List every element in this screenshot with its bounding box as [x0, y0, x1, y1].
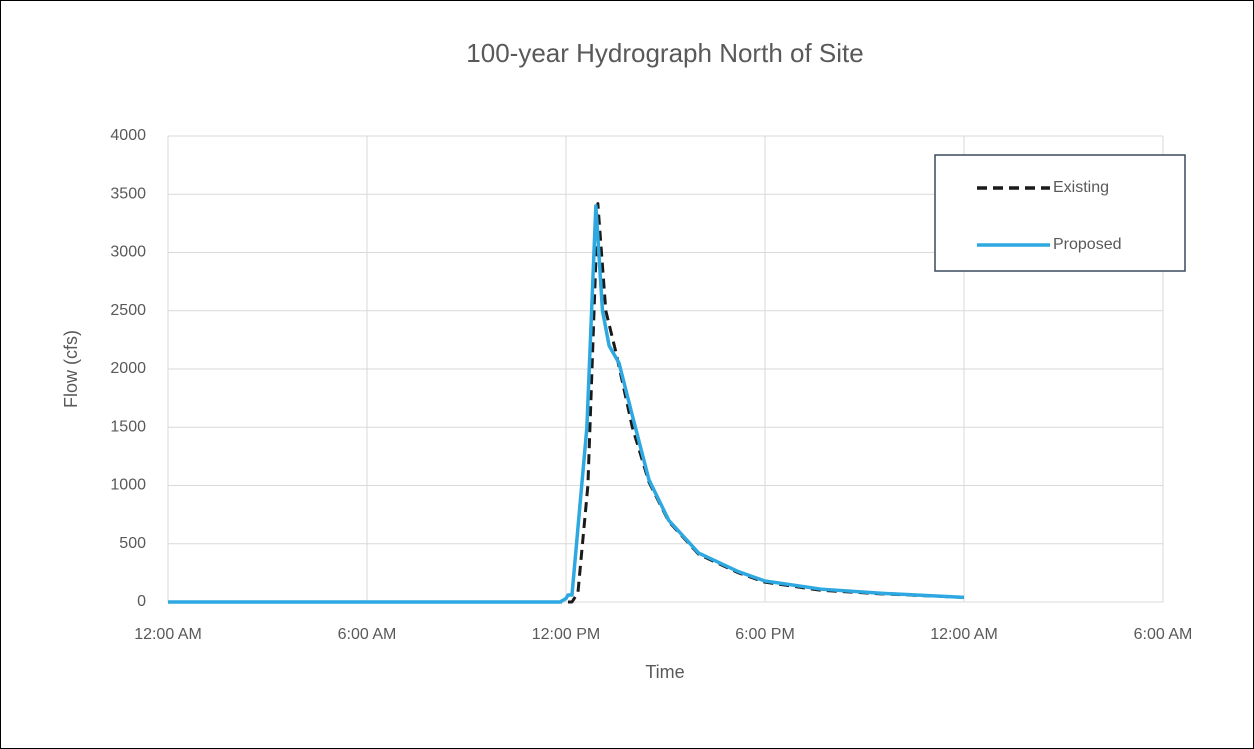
x-tick-label: 6:00 AM: [338, 626, 397, 643]
y-tick-label: 500: [119, 535, 146, 552]
y-tick-label: 1500: [110, 418, 146, 435]
x-tick-label: 6:00 PM: [735, 626, 795, 643]
y-tick-label: 1000: [110, 477, 146, 494]
x-tick-label: 12:00 PM: [532, 626, 600, 643]
legend-label: Existing: [1053, 179, 1109, 196]
legend-box: [934, 154, 1186, 272]
chart-title: 100-year Hydrograph North of Site: [466, 38, 863, 68]
legend-label: Proposed: [1053, 236, 1122, 253]
x-axis-label: Time: [645, 662, 684, 682]
y-tick-label: 0: [137, 593, 146, 610]
line-series: [168, 204, 965, 604]
y-tick-label: 3000: [110, 244, 146, 261]
y-tick-label: 2000: [110, 360, 146, 377]
y-tick-label: 2500: [110, 302, 146, 319]
x-tick-label: 6:00 AM: [1134, 626, 1193, 643]
y-axis-label: Flow (cfs): [61, 330, 81, 408]
x-tick-label: 12:00 AM: [134, 626, 202, 643]
y-tick-label: 4000: [110, 127, 146, 144]
y-tick-label: 3500: [110, 185, 146, 202]
x-tick-label: 12:00 AM: [930, 626, 998, 643]
